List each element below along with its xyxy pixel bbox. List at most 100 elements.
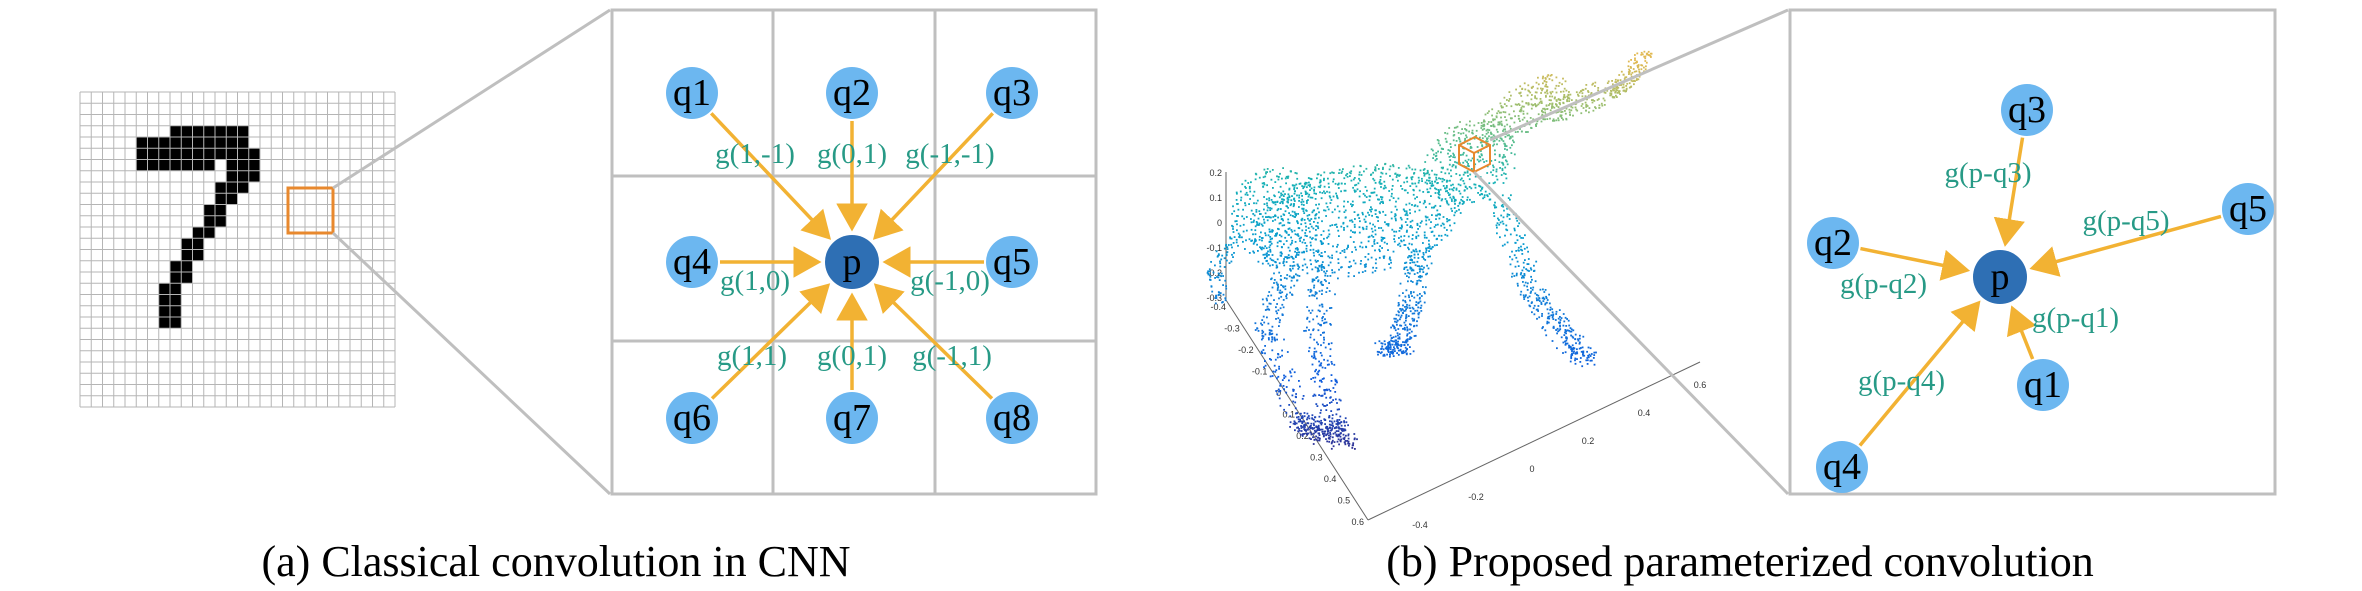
cloud-point [1276, 377, 1278, 380]
cloud-point [1558, 102, 1561, 104]
cloud-point [1323, 358, 1325, 361]
cloud-point [1389, 259, 1392, 262]
cloud-point [1336, 194, 1338, 197]
cloud-point [1486, 194, 1488, 197]
cloud-point [1315, 277, 1318, 279]
cloud-point [1461, 203, 1464, 205]
cloud-point [1411, 259, 1413, 261]
cloud-point [1445, 180, 1448, 183]
cloud-point [1412, 249, 1415, 252]
point-edges: g(p-q1)g(p-q2)g(p-q3)g(p-q4)g(p-q5) [1840, 137, 2222, 447]
cloud-point [1404, 340, 1407, 343]
cloud-point [1492, 182, 1495, 185]
cloud-point [1321, 430, 1324, 433]
cloud-point [1261, 329, 1264, 332]
cloud-point [1405, 352, 1408, 355]
cloud-point [1319, 184, 1322, 187]
cloud-point [1333, 271, 1336, 274]
cloud-point [1320, 241, 1323, 244]
cloud-point [1269, 238, 1272, 241]
cloud-point [1207, 270, 1209, 273]
cloud-point [1330, 380, 1333, 382]
cloud-point [1397, 310, 1400, 313]
cloud-point [1420, 310, 1423, 312]
cloud-point [1298, 266, 1301, 269]
cloud-point [1521, 100, 1524, 103]
cloud-point [1365, 245, 1367, 248]
cloud-point [1415, 185, 1418, 188]
cloud-point [1416, 320, 1418, 323]
cloud-point [1559, 319, 1562, 321]
cloud-point [1290, 229, 1293, 231]
cloud-point [1283, 224, 1286, 227]
cloud-point [1252, 242, 1255, 245]
cloud-point [1454, 166, 1457, 169]
cloud-point [1410, 323, 1412, 326]
cloud-point [1624, 90, 1627, 93]
cloud-point [1613, 89, 1615, 92]
cloud-point [1569, 360, 1572, 363]
cloud-point [1407, 256, 1409, 259]
cloud-point [1306, 412, 1309, 415]
cloud-point [1481, 154, 1483, 157]
cloud-point [1352, 204, 1354, 206]
cloud-point [1374, 270, 1377, 272]
cloud-point [1305, 182, 1308, 184]
cloud-point [1305, 428, 1307, 431]
cloud-point [1429, 182, 1431, 184]
cloud-point [1588, 111, 1590, 114]
cloud-point [1421, 180, 1423, 182]
cloud-point [1453, 197, 1455, 199]
cloud-point [1260, 322, 1262, 325]
cloud-point [1317, 424, 1320, 427]
cloud-point [1458, 174, 1461, 177]
cloud-point [1437, 192, 1440, 194]
cloud-point [1244, 248, 1246, 250]
plot-axes [1225, 172, 1701, 521]
cloud-point [1616, 89, 1619, 92]
cloud-point [1458, 137, 1460, 139]
cloud-point [1508, 134, 1510, 137]
digit-pixel [170, 317, 182, 329]
cloud-point [1315, 435, 1317, 438]
cloud-point [1335, 426, 1338, 429]
digit-pixel [203, 125, 215, 137]
cloud-point [1535, 97, 1538, 100]
cloud-point [1447, 192, 1450, 194]
cloud-point [1320, 379, 1322, 382]
cloud-point [1529, 305, 1532, 308]
cloud-point [1409, 266, 1412, 269]
cloud-point [1389, 355, 1391, 358]
cloud-point [1332, 195, 1335, 198]
cloud-point [1519, 92, 1521, 95]
cloud-point [1523, 116, 1526, 119]
cloud-point [1447, 203, 1450, 206]
cloud-point [1273, 364, 1276, 367]
cloud-point [1218, 274, 1221, 277]
cloud-point [1487, 131, 1490, 134]
cloud-point [1405, 316, 1408, 319]
cloud-point [1311, 211, 1314, 214]
cloud-point [1445, 200, 1448, 202]
cloud-point [1289, 371, 1292, 374]
cloud-point [1408, 304, 1411, 307]
cloud-point [1565, 336, 1568, 339]
cloud-point [1495, 170, 1498, 173]
cloud-point [1254, 239, 1256, 242]
cloud-point [1524, 234, 1526, 237]
cloud-point [1409, 323, 1411, 326]
cloud-point [1523, 273, 1526, 275]
cloud-point [1264, 309, 1267, 311]
point-conv-panel: g(p-q1)g(p-q2)g(p-q3)g(p-q4)g(p-q5) q1q2… [1788, 8, 2277, 496]
cloud-point [1483, 196, 1486, 199]
cloud-point [1311, 196, 1314, 199]
cloud-point [1383, 268, 1386, 271]
cloud-point [1344, 189, 1347, 192]
cloud-point [1397, 167, 1400, 169]
cloud-point [1535, 123, 1537, 126]
cloud-point [1437, 189, 1440, 191]
cloud-point [1401, 308, 1404, 311]
cloud-point [1494, 159, 1497, 161]
cloud-point [1559, 114, 1562, 117]
cloud-point [1627, 60, 1630, 63]
